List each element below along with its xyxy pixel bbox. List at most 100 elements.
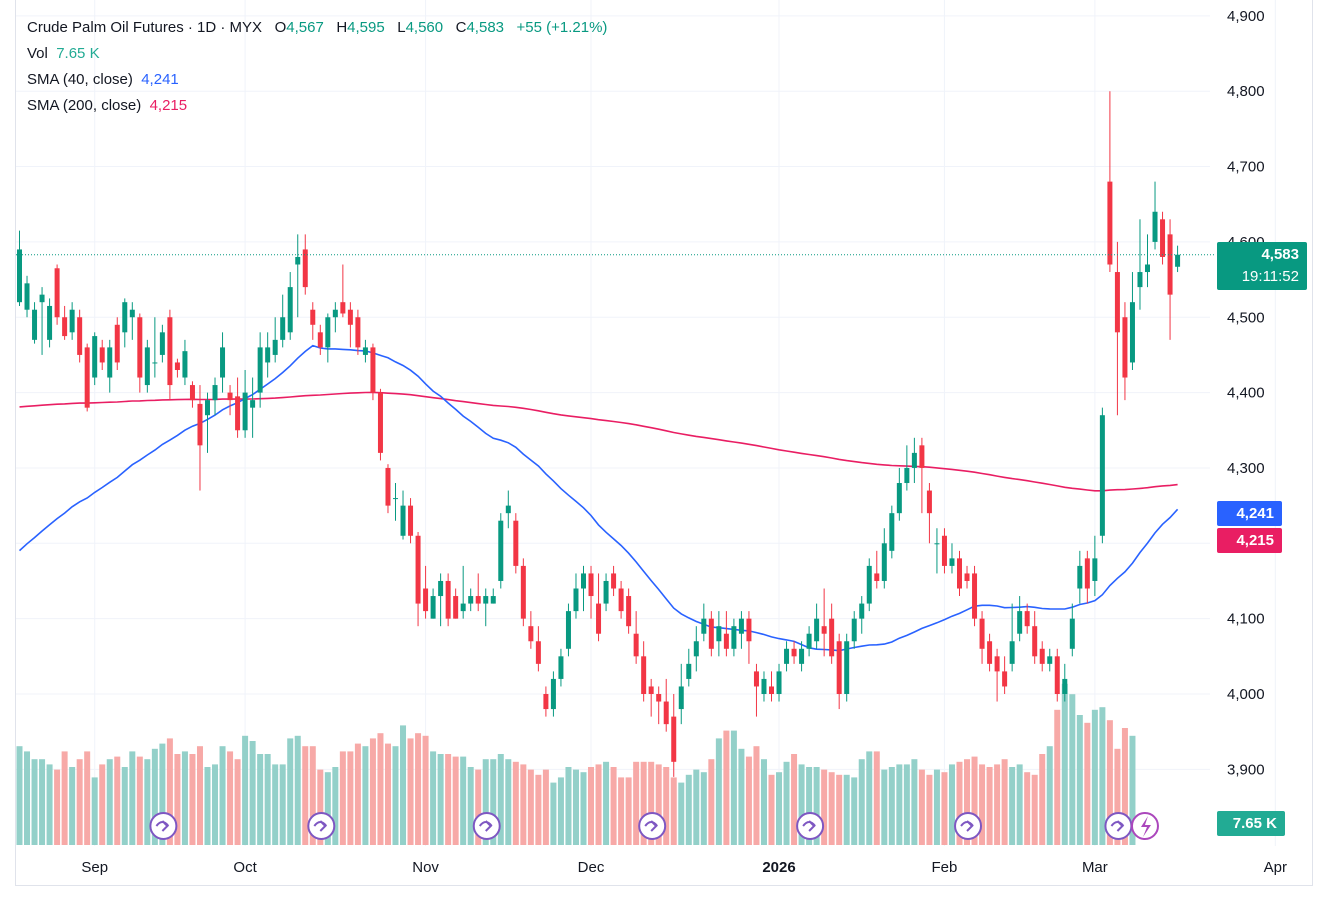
candle-body xyxy=(814,618,820,642)
volume-bar xyxy=(806,767,813,845)
low-value: 4,560 xyxy=(405,19,444,36)
event-arrow-icon xyxy=(644,820,658,832)
candle-body xyxy=(393,498,398,500)
volume-bar xyxy=(572,769,579,845)
candle-body xyxy=(84,347,90,408)
volume-bar xyxy=(881,769,888,845)
volume-bar xyxy=(377,733,384,845)
volume-bar xyxy=(272,764,279,845)
volume-bar xyxy=(723,730,730,845)
candle-body xyxy=(325,317,331,348)
candle-body xyxy=(47,305,53,340)
candle-body xyxy=(641,656,647,694)
legend-main: Crude Palm Oil Futures · 1D · MYX O4,567… xyxy=(27,19,607,36)
volume-bar xyxy=(16,746,23,845)
candle-body xyxy=(926,490,932,514)
candle-body xyxy=(799,648,805,664)
candle-body xyxy=(528,626,534,642)
volume-bar xyxy=(430,751,437,845)
volume-bar xyxy=(467,767,474,845)
volume-bar xyxy=(708,759,715,845)
candle-body xyxy=(934,543,940,545)
candle-body xyxy=(866,565,872,604)
legend-sma40[interactable]: SMA (40, close) 4,241 xyxy=(27,71,179,88)
volume-bar xyxy=(1039,754,1046,845)
candle-body xyxy=(565,611,571,649)
legend-volume[interactable]: Vol 7.65 K xyxy=(27,45,100,62)
volume-bar xyxy=(1001,759,1008,845)
sma40-price-tag: 4,241 xyxy=(1217,501,1282,526)
sma40-line xyxy=(18,344,1179,652)
candle-body xyxy=(483,596,489,604)
candle-body xyxy=(189,385,195,401)
volume-bar xyxy=(821,769,828,845)
event-arrow-icon xyxy=(478,820,493,832)
volume-bar xyxy=(1046,746,1053,845)
high-value: 4,595 xyxy=(347,19,385,36)
dividend-event-icon xyxy=(954,812,983,840)
volume-bar xyxy=(1099,707,1106,845)
candle-body xyxy=(272,339,278,355)
volume-bar xyxy=(354,743,361,845)
chart-frame[interactable] xyxy=(15,0,1313,886)
candle-body xyxy=(1129,302,1135,363)
volume-bar xyxy=(768,774,775,845)
countdown-value: 19:11:52 xyxy=(1241,268,1299,285)
volume-bar xyxy=(527,769,534,845)
candle-body xyxy=(453,596,459,619)
candle-body xyxy=(505,505,511,514)
volume-bar xyxy=(1114,748,1121,845)
candle-body xyxy=(347,309,353,325)
volume-bar xyxy=(580,772,587,845)
volume-bar xyxy=(603,761,610,845)
candle-body xyxy=(550,678,556,710)
event-arrow-icon xyxy=(155,820,170,832)
lightning-icon xyxy=(1140,816,1151,837)
y-tick-label: 4,400 xyxy=(1227,385,1265,402)
volume-bar xyxy=(715,738,722,845)
candle-body xyxy=(648,686,654,694)
volume-bar xyxy=(813,767,820,845)
volume-bar xyxy=(99,764,106,845)
last-price-value: 4,583 xyxy=(1261,246,1299,263)
volume-bar xyxy=(986,767,993,845)
candle-body xyxy=(851,618,857,642)
candle-body xyxy=(227,392,233,401)
volume-bar xyxy=(437,754,444,845)
candle-body xyxy=(362,347,368,355)
volume-bar xyxy=(181,751,188,845)
candle-body xyxy=(400,505,406,536)
symbol-title[interactable]: Crude Palm Oil Futures · 1D · MYX xyxy=(27,19,263,36)
volume-bar xyxy=(896,764,903,845)
volume-bar xyxy=(264,754,271,845)
legend-sma200[interactable]: SMA (200, close) 4,215 xyxy=(27,97,187,114)
x-tick-label: Oct xyxy=(233,859,257,876)
candle-body xyxy=(784,648,790,664)
candle-body xyxy=(107,347,113,378)
sma40-value: 4,241 xyxy=(141,71,179,88)
volume-bar xyxy=(926,774,933,845)
candle-body xyxy=(806,633,812,649)
candle-body xyxy=(896,483,902,514)
volume-bar xyxy=(625,777,632,845)
volume-bar xyxy=(415,733,422,845)
volume-bar xyxy=(332,767,339,845)
candle-body xyxy=(385,467,391,506)
volume-bar xyxy=(512,761,519,845)
volume-bar xyxy=(159,743,166,845)
candle-body xyxy=(1114,272,1120,333)
y-tick-label: 3,900 xyxy=(1227,761,1265,778)
x-tick-label: 2026 xyxy=(762,859,795,876)
candle-body xyxy=(250,400,256,408)
candle-body xyxy=(844,641,850,694)
sma200-value: 4,215 xyxy=(149,97,188,114)
candle-body xyxy=(941,535,947,566)
close-value: 4,583 xyxy=(466,19,505,36)
open-label: O xyxy=(274,19,287,36)
volume-bar xyxy=(1016,764,1023,845)
candle-body xyxy=(197,403,203,446)
volume-bar xyxy=(422,735,429,845)
candle-body xyxy=(39,294,45,303)
volume-bar xyxy=(384,743,391,845)
